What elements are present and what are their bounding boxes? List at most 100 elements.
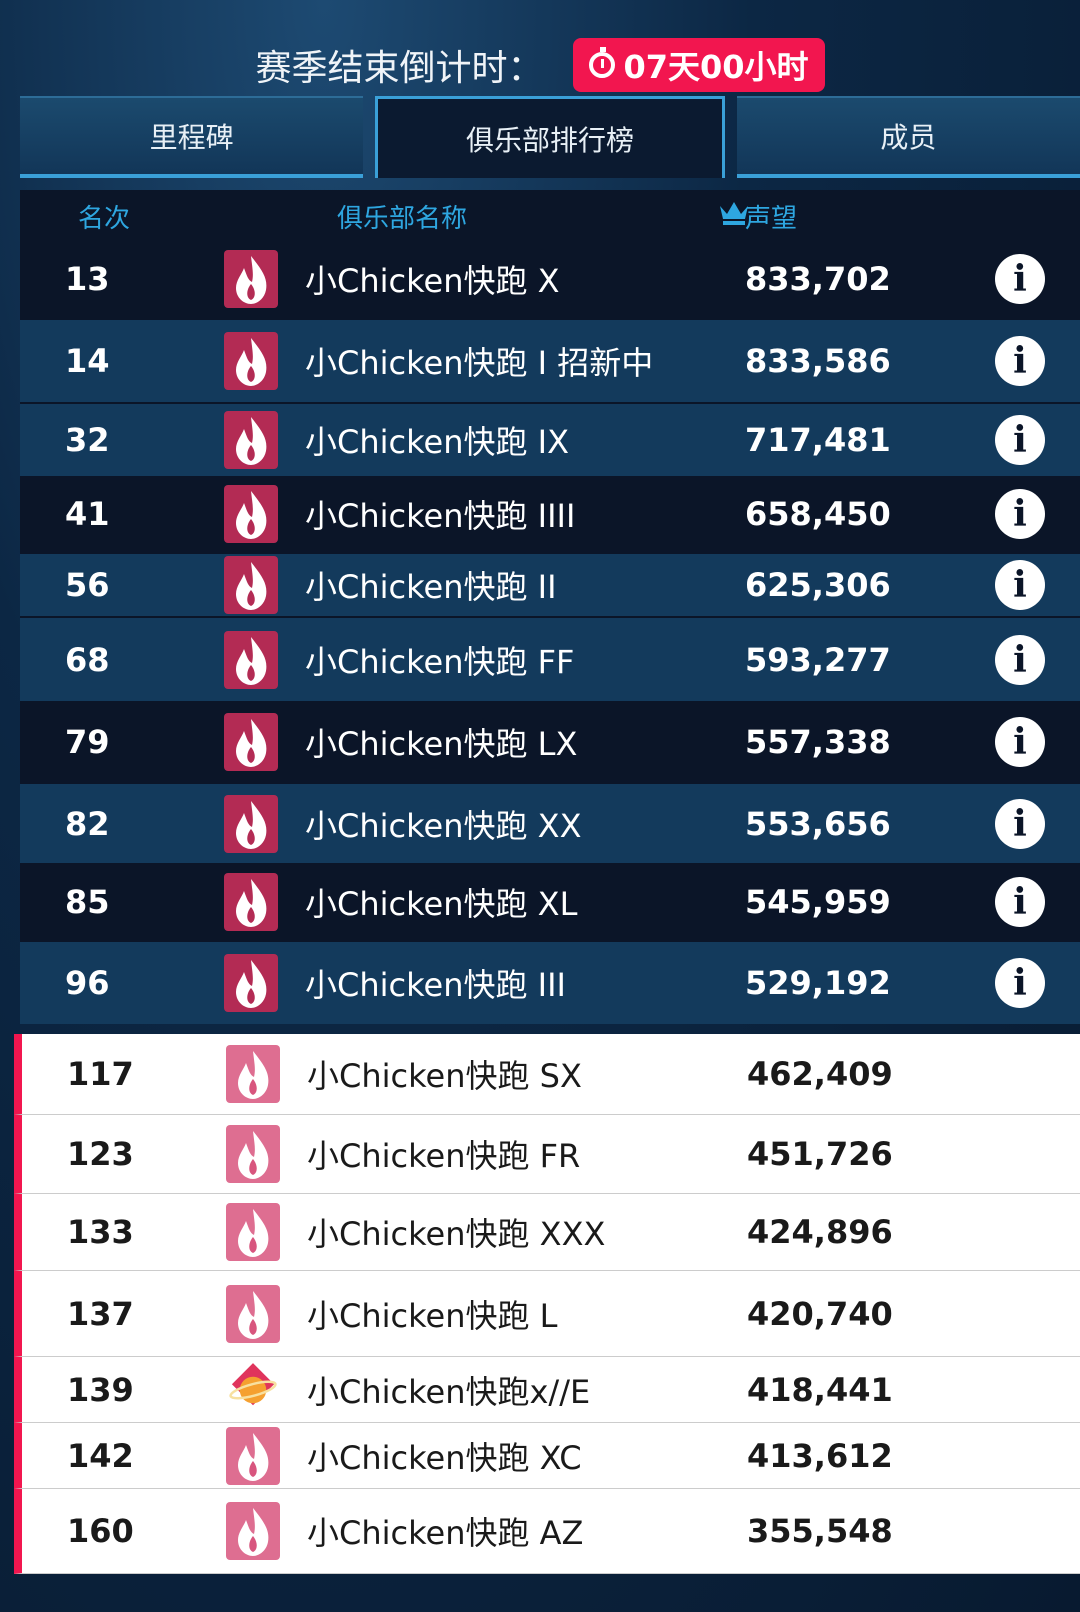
club-rank: 13 bbox=[65, 260, 110, 298]
club-name[interactable]: 小Chicken快跑 III bbox=[305, 966, 566, 1004]
table-row[interactable]: 82 小Chicken快跑 XX 553,656 i bbox=[20, 782, 1080, 863]
column-rank: 名次 bbox=[78, 204, 131, 234]
table-row[interactable]: 137 小Chicken快跑 L 420,740 bbox=[14, 1271, 1080, 1357]
club-logo-planet-icon bbox=[224, 1359, 282, 1421]
countdown-badge: 07天00小时 bbox=[573, 38, 825, 92]
table-row[interactable]: 139 小Chicken快跑x//E 418,441 bbox=[14, 1357, 1080, 1423]
club-name[interactable]: 小Chicken快跑 AZ bbox=[307, 1514, 584, 1552]
table-row[interactable]: 123 小Chicken快跑 FR 451,726 bbox=[14, 1115, 1080, 1194]
table-row[interactable]: 14 小Chicken快跑 I 招新中 833,586 i bbox=[20, 318, 1080, 402]
table-row[interactable]: 96 小Chicken快跑 III 529,192 i bbox=[20, 940, 1080, 1024]
club-name[interactable]: 小Chicken快跑 XXX bbox=[307, 1215, 606, 1253]
table-row[interactable]: 79 小Chicken快跑 LX 557,338 i bbox=[20, 701, 1080, 782]
club-logo-flame-icon bbox=[222, 629, 280, 691]
table-row[interactable]: 13 小Chicken快跑 X 833,702 i bbox=[20, 240, 1080, 318]
club-rank: 85 bbox=[65, 882, 110, 921]
club-logo-flame-icon bbox=[222, 409, 280, 471]
tab-bar: 里程碑 俱乐部排行榜 成员 bbox=[20, 96, 1080, 178]
club-name[interactable]: 小Chicken快跑 XC bbox=[307, 1438, 582, 1477]
club-prestige: 625,306 bbox=[745, 566, 891, 604]
club-rank: 14 bbox=[65, 342, 110, 380]
club-logo-flame-icon bbox=[224, 1283, 282, 1345]
club-logo-flame-icon bbox=[222, 871, 280, 933]
info-icon[interactable]: i bbox=[995, 876, 1045, 927]
club-rank: 160 bbox=[67, 1512, 134, 1550]
club-logo-flame-icon bbox=[222, 793, 280, 855]
club-prestige: 717,481 bbox=[745, 421, 891, 459]
table-row[interactable]: 32 小Chicken快跑 IX 717,481 i bbox=[20, 402, 1080, 476]
club-name[interactable]: 小Chicken快跑 I 招新中 bbox=[305, 344, 654, 382]
club-prestige: 529,192 bbox=[745, 964, 891, 1002]
club-rank: 79 bbox=[65, 722, 110, 761]
club-rank: 68 bbox=[65, 640, 110, 679]
club-name[interactable]: 小Chicken快跑 II bbox=[305, 568, 557, 606]
countdown-value: 07天00小时 bbox=[623, 48, 809, 86]
table-row[interactable]: 133 小Chicken快跑 XXX 424,896 bbox=[14, 1194, 1080, 1271]
club-name[interactable]: 小Chicken快跑 X bbox=[305, 262, 560, 300]
club-logo-flame-icon bbox=[222, 483, 280, 545]
club-name[interactable]: 小Chicken快跑 XX bbox=[305, 806, 582, 845]
club-prestige: 833,586 bbox=[745, 342, 891, 380]
club-prestige: 420,740 bbox=[747, 1294, 893, 1333]
club-prestige: 593,277 bbox=[745, 640, 891, 679]
table-row[interactable]: 85 小Chicken快跑 XL 545,959 i bbox=[20, 863, 1080, 940]
tab-members[interactable]: 成员 bbox=[736, 96, 1080, 178]
table-row[interactable]: 142 小Chicken快跑 XC 413,612 bbox=[14, 1423, 1080, 1489]
club-name[interactable]: 小Chicken快跑 L bbox=[307, 1296, 558, 1335]
club-prestige: 462,409 bbox=[747, 1055, 893, 1093]
table-row[interactable]: 160 小Chicken快跑 AZ 355,548 bbox=[14, 1489, 1080, 1574]
club-prestige: 355,548 bbox=[747, 1512, 893, 1550]
info-icon[interactable]: i bbox=[995, 634, 1045, 685]
info-icon[interactable]: i bbox=[995, 560, 1045, 610]
club-prestige: 553,656 bbox=[745, 804, 891, 843]
crown-icon bbox=[720, 202, 748, 225]
club-logo-flame-icon bbox=[222, 554, 280, 616]
club-prestige: 418,441 bbox=[747, 1370, 893, 1409]
club-rank: 123 bbox=[67, 1135, 134, 1173]
table-row[interactable]: 41 小Chicken快跑 IIII 658,450 i bbox=[20, 476, 1080, 552]
info-icon[interactable]: i bbox=[995, 958, 1045, 1008]
club-prestige: 424,896 bbox=[747, 1213, 893, 1251]
club-logo-flame-icon bbox=[224, 1425, 282, 1487]
club-rank: 96 bbox=[65, 964, 110, 1002]
club-name[interactable]: 小Chicken快跑 IIII bbox=[305, 497, 576, 535]
info-icon[interactable]: i bbox=[995, 254, 1045, 304]
info-icon[interactable]: i bbox=[995, 415, 1045, 465]
club-prestige: 413,612 bbox=[747, 1436, 893, 1475]
info-icon[interactable]: i bbox=[995, 336, 1045, 386]
club-rank: 56 bbox=[65, 566, 110, 604]
club-name[interactable]: 小Chicken快跑 XL bbox=[305, 884, 578, 923]
club-prestige: 451,726 bbox=[747, 1135, 893, 1173]
club-rank: 133 bbox=[67, 1213, 134, 1251]
club-name[interactable]: 小Chicken快跑 FF bbox=[305, 642, 575, 681]
club-name[interactable]: 小Chicken快跑x//E bbox=[307, 1372, 591, 1411]
countdown-label: 赛季结束倒计时： bbox=[255, 48, 544, 89]
table-row[interactable]: 68 小Chicken快跑 FF 593,277 i bbox=[20, 616, 1080, 701]
info-icon[interactable]: i bbox=[995, 489, 1045, 539]
leaderboard-table: 名次 俱乐部名称 声望 13 小Chicken快跑 X 833,702 i 14 … bbox=[14, 190, 1080, 1574]
info-icon[interactable]: i bbox=[995, 716, 1045, 767]
column-prestige: 声望 bbox=[745, 204, 798, 234]
club-prestige: 833,702 bbox=[745, 260, 891, 298]
club-rank: 117 bbox=[67, 1055, 134, 1093]
column-club-name: 俱乐部名称 bbox=[337, 204, 468, 234]
club-name[interactable]: 小Chicken快跑 SX bbox=[307, 1057, 582, 1095]
table-header: 名次 俱乐部名称 声望 bbox=[20, 190, 1080, 240]
club-prestige: 658,450 bbox=[745, 495, 891, 533]
info-icon[interactable]: i bbox=[995, 798, 1045, 849]
club-logo-flame-icon bbox=[222, 952, 280, 1014]
tab-club-leaderboard[interactable]: 俱乐部排行榜 bbox=[375, 96, 725, 178]
club-logo-flame-icon bbox=[222, 330, 280, 392]
club-prestige: 545,959 bbox=[745, 882, 891, 921]
table-row[interactable]: 117 小Chicken快跑 SX 462,409 bbox=[14, 1034, 1080, 1115]
club-name[interactable]: 小Chicken快跑 IX bbox=[305, 423, 570, 461]
tab-milestones[interactable]: 里程碑 bbox=[20, 96, 364, 178]
club-rank: 41 bbox=[65, 495, 110, 533]
season-countdown: 赛季结束倒计时： 07天00小时 bbox=[0, 38, 1080, 92]
club-name[interactable]: 小Chicken快跑 LX bbox=[305, 724, 578, 763]
club-logo-flame-icon bbox=[224, 1201, 282, 1263]
club-rank: 82 bbox=[65, 804, 110, 843]
club-name[interactable]: 小Chicken快跑 FR bbox=[307, 1137, 581, 1175]
club-logo-flame-icon bbox=[222, 248, 280, 310]
table-row[interactable]: 56 小Chicken快跑 II 625,306 i bbox=[20, 552, 1080, 616]
